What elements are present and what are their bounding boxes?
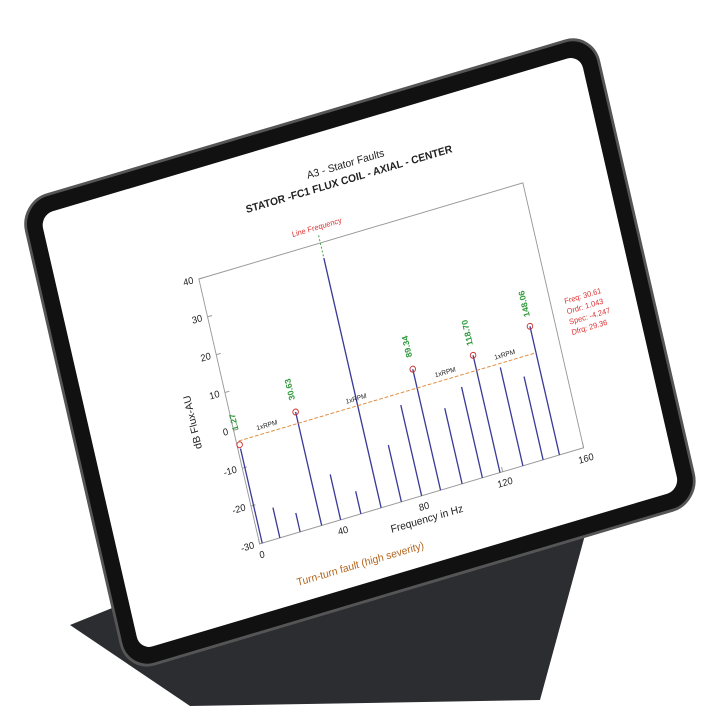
y-tick [198, 277, 204, 280]
y-tick-label: 20 [200, 351, 213, 365]
spectrum-peak [400, 404, 423, 497]
y-tick-label: 0 [222, 427, 230, 439]
peak-marker [236, 441, 243, 449]
peak-marker [469, 351, 477, 359]
spectrum-peak [295, 512, 301, 533]
x-tick [501, 466, 504, 472]
x-tick-label: 80 [418, 500, 431, 514]
x-tick-label: 40 [337, 524, 350, 538]
spectrum-peak [460, 386, 484, 478]
x-tick-label: 160 [577, 451, 594, 466]
y-tick-label: 30 [191, 313, 204, 327]
y-tick [233, 428, 239, 431]
tablet: A3 - Stator Faults STATOR -FC1 FLUX COIL… [24, 38, 696, 667]
y-tick [224, 390, 230, 394]
peak-marker [292, 408, 299, 416]
y-tick-label: -20 [231, 502, 246, 517]
spectrum-peak [523, 376, 544, 460]
spectrum-peak [272, 507, 281, 539]
y-tick [259, 542, 265, 545]
spectrum-peak [323, 257, 382, 509]
x-tick-label: 0 [258, 549, 266, 561]
y-tick [207, 315, 213, 318]
y-tick-label: -10 [223, 464, 238, 479]
x-tick [582, 442, 585, 448]
spectrum-peak [529, 326, 561, 456]
peak-label: 1.27 [227, 412, 240, 432]
peak-marker [526, 322, 534, 330]
x-tick-label: 120 [496, 475, 513, 490]
peak-marker [409, 365, 417, 373]
spectrum-peak [472, 355, 501, 473]
spectrum-peak [355, 490, 362, 515]
peak-label: 30.63 [283, 377, 297, 401]
x-tick [258, 539, 261, 545]
y-tick-label: 10 [208, 389, 221, 403]
y-tick-label: -30 [240, 540, 255, 555]
spectrum-peak [444, 407, 463, 485]
spectrum-peak [499, 367, 524, 466]
spectrum-peak [412, 368, 442, 491]
y-tick-label: 40 [182, 275, 195, 289]
spectrum-peak [329, 474, 342, 521]
spectrum-peak [294, 411, 323, 526]
screen [42, 58, 678, 647]
rpm-line [238, 352, 537, 442]
spectrum-peak [387, 444, 403, 503]
spectrum-peak [239, 448, 263, 544]
y-tick [216, 352, 221, 356]
peak-label: 89.34 [400, 334, 414, 358]
